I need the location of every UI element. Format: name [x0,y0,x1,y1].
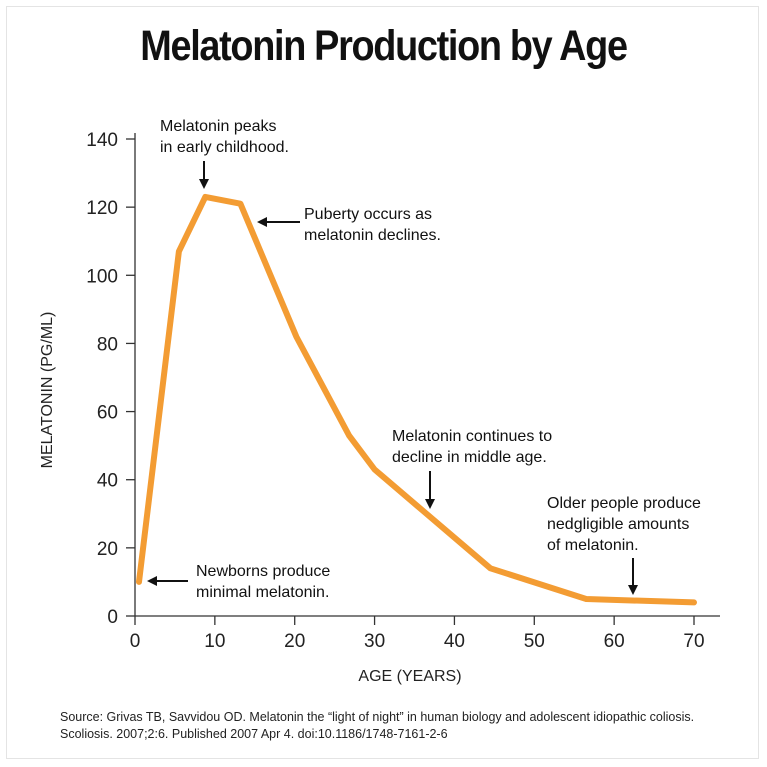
chart-title: Melatonin Production by Age [140,22,628,70]
y-tick-label: 120 [86,198,118,219]
x-tick-label: 40 [444,631,465,652]
chart-frame [6,6,759,759]
x-tick-label: 60 [604,631,625,652]
annotation-line: minimal melatonin. [196,584,329,601]
annotation-middle: Melatonin continues to decline in middle … [392,428,552,466]
x-tick-label: 20 [284,631,305,652]
annotation-line: Newborns produce [196,563,330,580]
annotation-line: decline in middle age. [392,449,547,466]
x-tick-label: 30 [364,631,385,652]
annotation-line: Melatonin continues to [392,428,552,445]
axes [134,133,720,617]
x-axis-label: AGE (YEARS) [358,668,461,685]
x-tick-label: 70 [683,631,704,652]
y-tick-label: 140 [86,130,118,151]
annotation-puberty: Puberty occurs as melatonin declines. [304,206,441,244]
x-tick-label: 0 [130,631,141,652]
annotation-peak: Melatonin peaks in early childhood. [160,118,289,156]
source-citation: Source: Grivas TB, Savvidou OD. Melatoni… [60,710,695,741]
y-tick-label: 100 [86,266,118,287]
annotation-line: nedgligible amounts [547,516,689,533]
annotation-line: Older people produce [547,495,701,512]
x-tick-label: 50 [524,631,545,652]
ticks: 0 20 40 60 80 100 120 140 0 10 20 30 40 50 60 70 [86,130,704,652]
annotation-line: Melatonin peaks [160,118,277,135]
series-group [136,193,697,606]
y-tick-label: 20 [97,539,118,560]
annotation-line: of melatonin. [547,537,639,554]
annotation-line: Puberty occurs as [304,206,432,223]
y-tick-label: 80 [97,334,118,355]
y-tick-label: 60 [97,403,118,424]
x-tick-label: 10 [204,631,225,652]
annotation-newborn: Newborns produce minimal melatonin. [196,563,330,601]
annotation-line: in early childhood. [160,139,289,156]
y-axis-label: MELATONIN (PG/ML) [39,312,56,469]
annotations: Melatonin peaks in early childhood. Pubert… [147,118,701,601]
y-tick-label: 40 [97,471,118,492]
annotation-line: melatonin declines. [304,227,441,244]
annotation-older: Older people produce nedgligible amounts o… [547,495,701,554]
series-line [136,193,697,606]
y-tick-label: 0 [107,607,118,628]
